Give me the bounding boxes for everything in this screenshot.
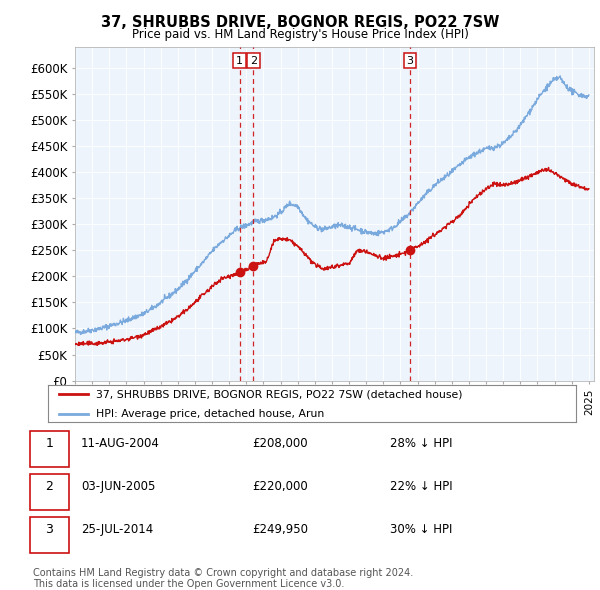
Text: £249,950: £249,950	[252, 523, 308, 536]
Text: £220,000: £220,000	[252, 480, 308, 493]
Text: Contains HM Land Registry data © Crown copyright and database right 2024.
This d: Contains HM Land Registry data © Crown c…	[33, 568, 413, 589]
Text: HPI: Average price, detached house, Arun: HPI: Average price, detached house, Arun	[95, 409, 324, 419]
Text: £208,000: £208,000	[252, 437, 308, 450]
Text: 11-AUG-2004: 11-AUG-2004	[81, 437, 160, 450]
Text: 3: 3	[46, 523, 53, 536]
Text: 1: 1	[236, 55, 243, 65]
Text: 03-JUN-2005: 03-JUN-2005	[81, 480, 155, 493]
Text: 22% ↓ HPI: 22% ↓ HPI	[390, 480, 452, 493]
Text: 3: 3	[407, 55, 413, 65]
Text: Price paid vs. HM Land Registry's House Price Index (HPI): Price paid vs. HM Land Registry's House …	[131, 28, 469, 41]
Text: 2: 2	[250, 55, 257, 65]
Text: 30% ↓ HPI: 30% ↓ HPI	[390, 523, 452, 536]
Text: 2: 2	[46, 480, 53, 493]
Text: 37, SHRUBBS DRIVE, BOGNOR REGIS, PO22 7SW (detached house): 37, SHRUBBS DRIVE, BOGNOR REGIS, PO22 7S…	[95, 389, 462, 399]
Text: 28% ↓ HPI: 28% ↓ HPI	[390, 437, 452, 450]
Text: 25-JUL-2014: 25-JUL-2014	[81, 523, 153, 536]
Text: 37, SHRUBBS DRIVE, BOGNOR REGIS, PO22 7SW: 37, SHRUBBS DRIVE, BOGNOR REGIS, PO22 7S…	[101, 15, 499, 30]
Text: 1: 1	[46, 437, 53, 450]
